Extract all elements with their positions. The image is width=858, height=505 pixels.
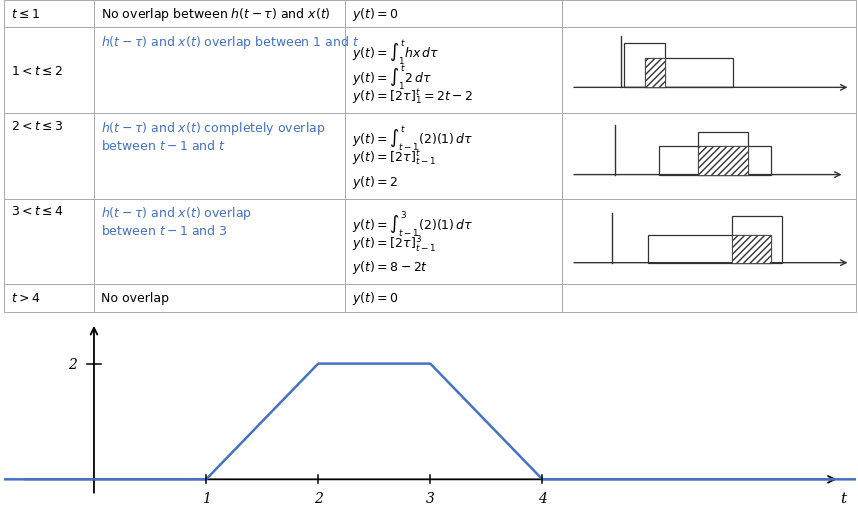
Text: $y(t) = 8-2t$: $y(t) = 8-2t$ xyxy=(352,259,428,276)
Text: $y(t) = [2\tau]_{t-1}^3$: $y(t) = [2\tau]_{t-1}^3$ xyxy=(352,234,436,254)
Text: $t \leq 1$: $t \leq 1$ xyxy=(11,8,40,21)
Bar xyxy=(644,60,665,88)
Bar xyxy=(732,236,771,263)
Text: 2: 2 xyxy=(69,357,77,371)
Text: No overlap between $h(t-\tau)$ and $x(t)$: No overlap between $h(t-\tau)$ and $x(t)… xyxy=(100,6,330,23)
Text: $3 < t \leq 4$: $3 < t \leq 4$ xyxy=(11,205,63,218)
Text: $y(t) = \int_1^t 2\, d\tau$: $y(t) = \int_1^t 2\, d\tau$ xyxy=(352,64,432,92)
Bar xyxy=(659,147,771,175)
Bar xyxy=(698,133,748,175)
Bar xyxy=(644,60,733,88)
Text: $h(t-\tau)$ and $x(t)$ completely overlap
between $t-1$ and $t$: $h(t-\tau)$ and $x(t)$ completely overla… xyxy=(100,119,325,153)
Text: 1: 1 xyxy=(202,491,210,505)
Text: 3: 3 xyxy=(426,491,435,505)
Bar xyxy=(698,147,748,175)
Text: $y(t) = [2\tau]_{t-1}^t$: $y(t) = [2\tau]_{t-1}^t$ xyxy=(352,149,436,168)
Text: 4: 4 xyxy=(538,491,547,505)
Text: $y(t) = \int_{t-1}^t (2)(1)\, d\tau$: $y(t) = \int_{t-1}^t (2)(1)\, d\tau$ xyxy=(352,124,474,153)
Text: $y(t) = [2\tau]_1^t = 2t-2$: $y(t) = [2\tau]_1^t = 2t-2$ xyxy=(352,88,473,107)
Text: $2 < t \leq 3$: $2 < t \leq 3$ xyxy=(11,119,63,132)
Text: $1 < t \leq 2$: $1 < t \leq 2$ xyxy=(11,65,63,78)
Text: $t > 4$: $t > 4$ xyxy=(11,292,40,305)
Text: $y(t) = 0$: $y(t) = 0$ xyxy=(352,290,399,307)
Text: $y(t) = \int_{t-1}^3 (2)(1)\, d\tau$: $y(t) = \int_{t-1}^3 (2)(1)\, d\tau$ xyxy=(352,210,474,239)
Text: $h(t-\tau)$ and $x(t)$ overlap
between $t-1$ and 3: $h(t-\tau)$ and $x(t)$ overlap between $… xyxy=(100,205,251,238)
Text: t: t xyxy=(840,491,846,505)
Text: $y(t) = 0$: $y(t) = 0$ xyxy=(352,6,399,23)
Text: 2: 2 xyxy=(314,491,323,505)
Text: $y(t) = \int_1^t hx\, d\tau$: $y(t) = \int_1^t hx\, d\tau$ xyxy=(352,39,439,67)
Text: $y(t) = 2$: $y(t) = 2$ xyxy=(352,174,398,190)
Text: No overlap: No overlap xyxy=(100,292,168,305)
Bar xyxy=(732,216,782,263)
Bar xyxy=(648,236,771,263)
Bar xyxy=(624,44,665,88)
Text: $h(t-\tau)$ and $x(t)$ overlap between 1 and $t$: $h(t-\tau)$ and $x(t)$ overlap between 1… xyxy=(100,34,360,51)
